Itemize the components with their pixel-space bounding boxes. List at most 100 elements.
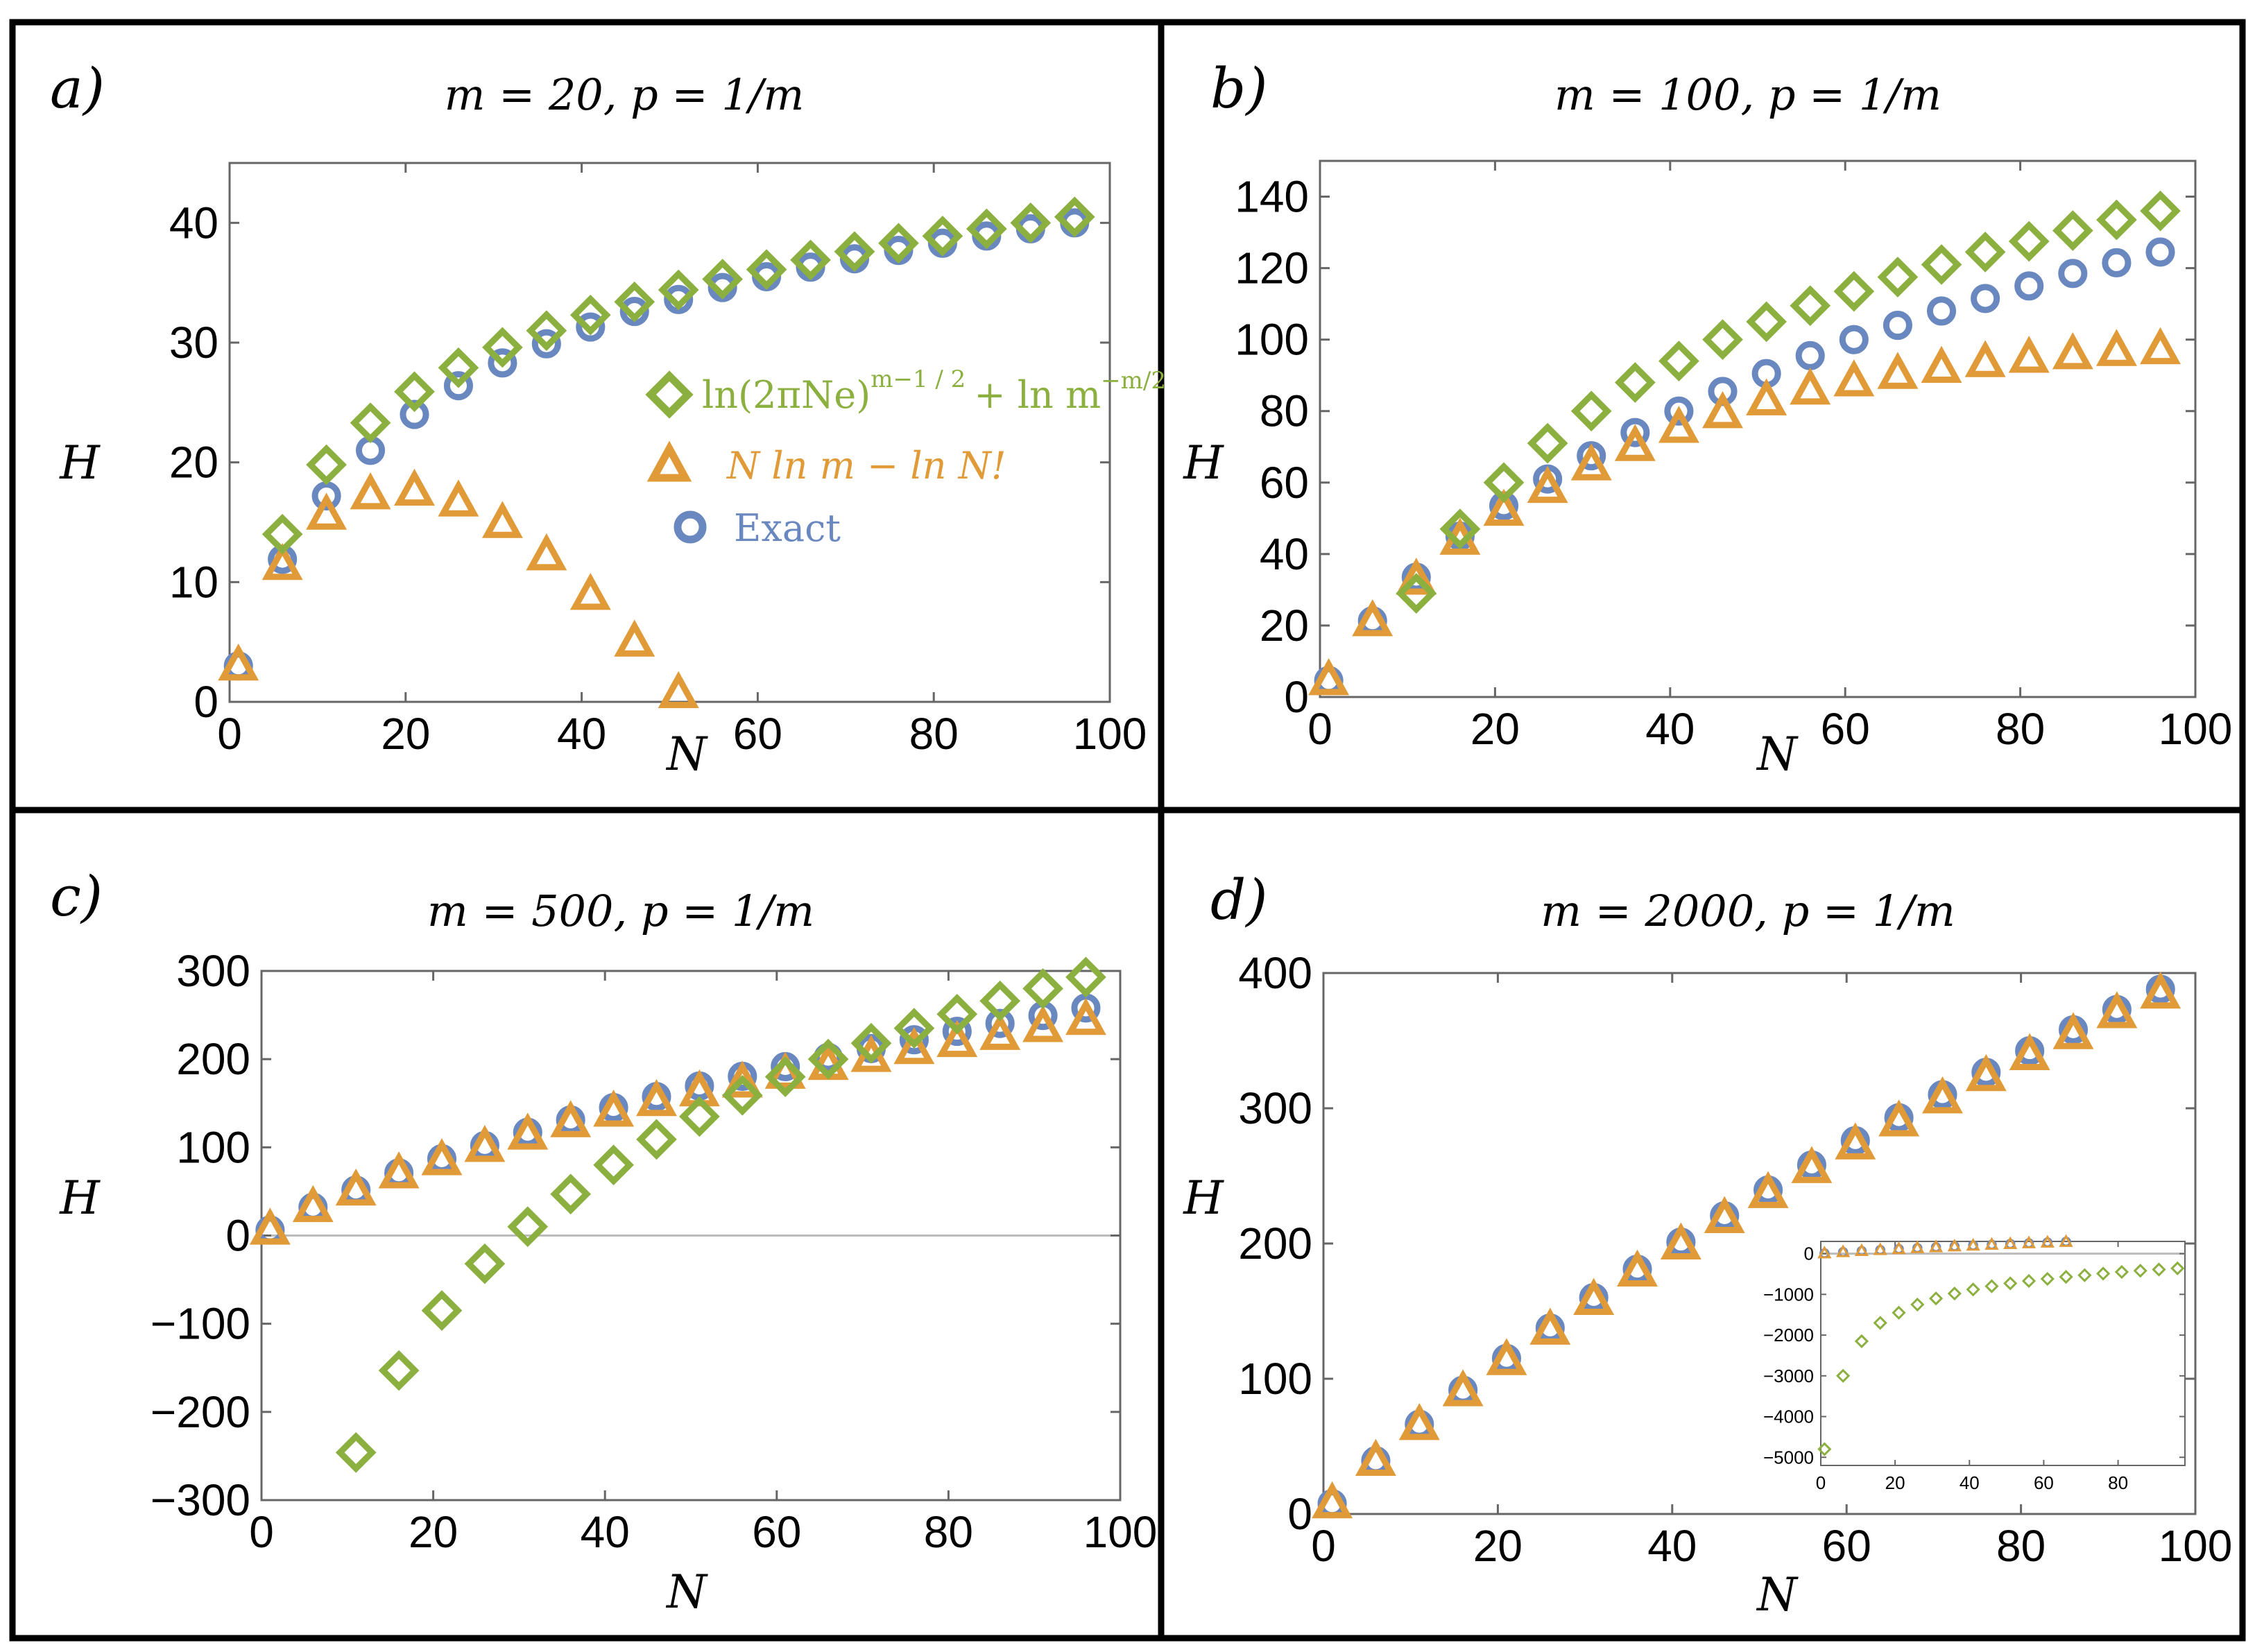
inset-plot: 0 20 40 60 80 0 −1000 −2000 −3000 −4000 −5000 bbox=[1763, 1234, 2186, 1493]
data-point-approx bbox=[1396, 573, 1437, 614]
data-point-stirling bbox=[1573, 1277, 1615, 1315]
data-point-approx bbox=[507, 1206, 549, 1248]
y-axis-label-d: H bbox=[1183, 1171, 1224, 1225]
panel-a: a) m = 20, p = 1/m H N 0 20 40 60 80 100 0 10 20… bbox=[50, 56, 1166, 781]
x-axis-label-d: N bbox=[1756, 1568, 1799, 1621]
data-point-approx bbox=[807, 1038, 849, 1080]
data-point-exact bbox=[1839, 325, 1869, 354]
data-point-stirling bbox=[1791, 1146, 1833, 1183]
plot-frame bbox=[1820, 1241, 2186, 1466]
data-point-approx bbox=[2077, 1268, 2092, 1282]
data-point-approx bbox=[1892, 1305, 1906, 1320]
y-tick-label: 0 bbox=[194, 677, 218, 727]
plot-frame bbox=[1319, 160, 2197, 698]
plot-area-b: 0 20 40 60 80 100 0 20 40 60 80 100 120 140 bbox=[1235, 160, 2233, 754]
data-point-stirling bbox=[1878, 1099, 1920, 1137]
data-point-stirling bbox=[1984, 1237, 1999, 1250]
data-point-stirling bbox=[1396, 558, 1437, 595]
data-point-stirling bbox=[335, 1168, 377, 1206]
data-point-approx bbox=[834, 231, 875, 273]
data-point-approx bbox=[936, 993, 978, 1035]
data-point-approx bbox=[2040, 1271, 2055, 1287]
data-point-approx bbox=[1947, 1287, 1962, 1301]
panel-label-b: b) bbox=[1210, 56, 1267, 121]
data-point-stirling bbox=[1966, 1237, 1980, 1251]
data-point-stirling bbox=[1483, 488, 1525, 526]
legend: ln(2πNe)m−1 / 2 + ln m−m/2 N ln m − ln N!… bbox=[645, 365, 1166, 550]
data-point-approx bbox=[1928, 1291, 1944, 1306]
y-tick-label: 40 bbox=[1260, 529, 1309, 579]
data-point-stirling bbox=[421, 1138, 463, 1176]
y-tick-label: −2000 bbox=[1763, 1325, 1814, 1345]
y-tick-label: 200 bbox=[176, 1034, 250, 1084]
data-point-exact bbox=[619, 297, 649, 327]
data-point-stirling bbox=[1746, 378, 1787, 415]
legend-label-approx: ln(2πNe) bbox=[702, 373, 871, 417]
y-tick-label: 20 bbox=[1260, 601, 1309, 651]
data-point-approx bbox=[2133, 1264, 2147, 1278]
data-point-approx bbox=[922, 215, 963, 257]
x-tick-label: 80 bbox=[1996, 1521, 2046, 1571]
plot-area-c: 0 20 40 60 80 100 −300 −200 −100 0 100 200 300 bbox=[151, 946, 1158, 1557]
data-point-stirling bbox=[1873, 1242, 1887, 1255]
data-point-approx bbox=[721, 1074, 763, 1116]
x-tick-label: 100 bbox=[1083, 1507, 1158, 1557]
data-point-approx bbox=[1746, 301, 1787, 343]
data-point-stirling bbox=[721, 1060, 763, 1098]
data-point-approx bbox=[2114, 1264, 2129, 1280]
data-point-stirling bbox=[1921, 1076, 1963, 1114]
data-point-approx bbox=[790, 239, 831, 281]
data-point-exact bbox=[488, 348, 517, 378]
data-point-approx bbox=[569, 294, 611, 336]
legend-label-approx-tail-exponent: −m/2 bbox=[1101, 367, 1166, 395]
data-point-stirling bbox=[1022, 1005, 1064, 1042]
y-tick-label: 140 bbox=[1235, 172, 1309, 222]
data-point-approx bbox=[261, 513, 303, 555]
data-point-approx bbox=[550, 1173, 592, 1215]
x-tick-label: 40 bbox=[557, 709, 606, 759]
y-tick-label: −5000 bbox=[1763, 1447, 1814, 1468]
legend-item-stirling: N ln m − ln N! bbox=[646, 440, 1006, 488]
data-point-stirling bbox=[2052, 1012, 2094, 1049]
x-tick-label: 40 bbox=[1645, 704, 1695, 754]
data-point-approx bbox=[1010, 202, 1052, 243]
data-point-exact bbox=[2058, 259, 2088, 289]
data-point-stirling bbox=[1529, 1307, 1571, 1345]
data-point-approx bbox=[1022, 968, 1063, 1009]
data-point-stirling bbox=[1928, 1239, 1944, 1253]
y-tick-label: −300 bbox=[151, 1475, 250, 1525]
y-tick-label: 20 bbox=[169, 438, 218, 488]
y-tick-label: −1000 bbox=[1763, 1284, 1814, 1305]
data-point-stirling bbox=[2140, 327, 2181, 365]
data-point-stirling bbox=[1921, 345, 1962, 383]
data-point-approx bbox=[2096, 199, 2137, 241]
data-point-stirling bbox=[593, 1090, 635, 1127]
data-point-stirling bbox=[1702, 391, 1743, 429]
data-point-approx bbox=[1658, 341, 1699, 381]
data-point-stirling bbox=[378, 1151, 420, 1189]
data-point-approx bbox=[2140, 190, 2181, 232]
chart-title-d: m = 2000, p = 1/m bbox=[1541, 886, 1955, 936]
data-point-stirling bbox=[292, 1185, 334, 1223]
x-tick-label: 100 bbox=[2159, 704, 2233, 754]
data-point-approx bbox=[1527, 422, 1568, 464]
data-point-approx bbox=[1910, 1297, 1925, 1312]
data-point-approx bbox=[1570, 390, 1612, 432]
y-tick-label: 100 bbox=[1235, 315, 1309, 365]
data-point-stirling bbox=[1790, 368, 1831, 405]
x-tick-label: 40 bbox=[581, 1507, 630, 1557]
data-point-approx bbox=[438, 347, 479, 388]
x-tick-label: 80 bbox=[909, 709, 959, 759]
x-tick-label: 20 bbox=[1473, 1521, 1523, 1571]
data-point-stirling bbox=[1658, 406, 1699, 443]
data-point-approx bbox=[764, 1056, 806, 1097]
data-point-stirling bbox=[1065, 997, 1106, 1035]
data-point-stirling bbox=[1817, 1246, 1832, 1259]
data-point-approx bbox=[1483, 462, 1525, 504]
x-tick-label: 20 bbox=[1885, 1472, 1905, 1493]
data-point-stirling bbox=[1892, 1241, 1906, 1255]
y-tick-label: 200 bbox=[1238, 1219, 1312, 1268]
data-point-approx bbox=[378, 1350, 420, 1391]
x-tick-label: 0 bbox=[217, 709, 242, 759]
data-point-approx bbox=[1984, 1279, 1999, 1293]
